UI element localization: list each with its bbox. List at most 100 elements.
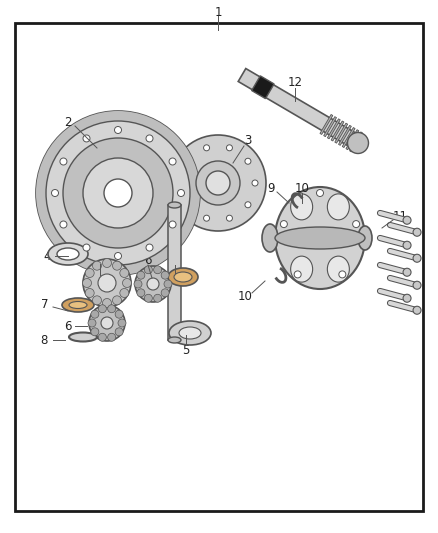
Circle shape [91, 310, 99, 318]
Circle shape [102, 298, 112, 308]
Circle shape [89, 305, 125, 341]
Circle shape [146, 244, 153, 251]
Polygon shape [320, 115, 333, 134]
Polygon shape [339, 125, 351, 146]
Circle shape [196, 161, 240, 205]
Circle shape [169, 221, 176, 228]
Text: 9: 9 [267, 182, 275, 195]
Ellipse shape [168, 202, 181, 208]
Ellipse shape [275, 227, 365, 249]
Text: 7: 7 [171, 254, 179, 266]
Circle shape [118, 319, 126, 327]
Polygon shape [331, 121, 344, 141]
Circle shape [280, 221, 287, 228]
Circle shape [36, 111, 200, 275]
Polygon shape [342, 127, 355, 148]
Text: 7: 7 [41, 298, 49, 311]
Circle shape [403, 216, 411, 224]
Circle shape [123, 279, 131, 287]
Circle shape [252, 180, 258, 186]
Circle shape [154, 266, 162, 274]
Circle shape [170, 135, 266, 231]
Circle shape [403, 294, 411, 302]
Circle shape [85, 288, 94, 297]
Circle shape [137, 271, 145, 279]
Circle shape [60, 158, 67, 165]
Circle shape [294, 271, 301, 278]
Circle shape [113, 296, 121, 305]
Ellipse shape [262, 224, 278, 252]
Circle shape [115, 328, 123, 336]
Circle shape [98, 274, 116, 292]
Circle shape [99, 305, 106, 313]
Circle shape [108, 333, 116, 341]
Polygon shape [346, 130, 359, 150]
Ellipse shape [179, 327, 201, 339]
Circle shape [164, 280, 172, 288]
Circle shape [161, 271, 169, 279]
Text: 5: 5 [182, 343, 190, 357]
Circle shape [161, 289, 169, 297]
Circle shape [185, 202, 191, 208]
Circle shape [134, 280, 142, 288]
Circle shape [83, 259, 131, 307]
Bar [168, 205, 181, 340]
Circle shape [60, 221, 67, 228]
Circle shape [403, 268, 411, 276]
Ellipse shape [275, 187, 365, 289]
Circle shape [83, 135, 90, 142]
Ellipse shape [69, 333, 97, 342]
Polygon shape [335, 123, 348, 143]
Polygon shape [324, 117, 336, 136]
Circle shape [169, 158, 176, 165]
Circle shape [115, 310, 123, 318]
Circle shape [413, 228, 421, 236]
Ellipse shape [174, 272, 192, 282]
Circle shape [83, 158, 153, 228]
Circle shape [137, 289, 145, 297]
Circle shape [145, 294, 152, 302]
Circle shape [177, 190, 184, 197]
Circle shape [226, 215, 233, 221]
Circle shape [146, 135, 153, 142]
Text: 10: 10 [295, 182, 309, 195]
Text: 1: 1 [214, 5, 222, 19]
Circle shape [413, 281, 421, 289]
Circle shape [46, 121, 190, 265]
Circle shape [204, 215, 209, 221]
Circle shape [245, 158, 251, 164]
Text: 11: 11 [392, 211, 407, 223]
Circle shape [147, 278, 159, 290]
Circle shape [206, 171, 230, 195]
Text: 6: 6 [144, 254, 152, 266]
Ellipse shape [168, 268, 198, 286]
Circle shape [92, 296, 102, 305]
Circle shape [403, 241, 411, 249]
Circle shape [120, 288, 129, 297]
Ellipse shape [291, 194, 313, 220]
Text: 12: 12 [287, 76, 303, 88]
Text: 2: 2 [64, 116, 72, 128]
Polygon shape [327, 119, 340, 139]
Ellipse shape [169, 321, 211, 345]
Text: 6: 6 [64, 319, 72, 333]
Circle shape [108, 305, 116, 313]
Circle shape [339, 271, 346, 278]
Ellipse shape [327, 256, 350, 282]
Text: 8: 8 [40, 334, 48, 346]
Circle shape [145, 266, 152, 274]
Circle shape [85, 269, 94, 278]
Text: 4: 4 [43, 249, 51, 262]
Circle shape [114, 126, 121, 133]
Circle shape [413, 254, 421, 262]
Ellipse shape [57, 248, 79, 260]
Text: 5: 5 [96, 253, 104, 265]
Circle shape [91, 328, 99, 336]
Ellipse shape [62, 298, 94, 312]
Circle shape [102, 259, 112, 268]
Circle shape [154, 294, 162, 302]
Circle shape [204, 145, 209, 151]
Circle shape [52, 190, 59, 197]
Circle shape [120, 269, 129, 278]
Circle shape [317, 190, 324, 197]
